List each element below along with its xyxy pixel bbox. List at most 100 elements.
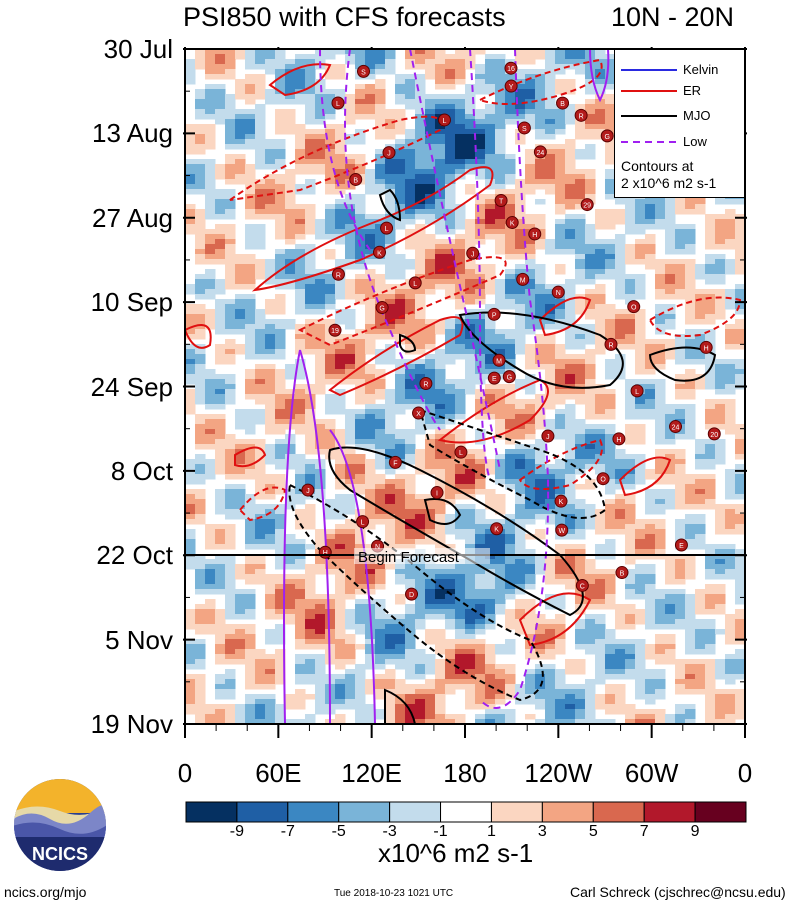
field-cell — [505, 289, 516, 295]
field-cell — [585, 594, 596, 600]
field-cell — [645, 524, 656, 530]
field-cell — [385, 439, 396, 445]
field-cell — [665, 489, 676, 495]
field-cell — [605, 244, 616, 250]
field-cell — [565, 104, 576, 110]
field-cell — [345, 434, 356, 440]
field-cell — [305, 504, 316, 510]
field-cell — [255, 264, 266, 270]
field-cell — [475, 239, 486, 245]
field-cell — [665, 349, 676, 355]
field-cell — [555, 129, 566, 135]
field-cell — [725, 569, 736, 575]
field-cell — [195, 174, 206, 180]
field-cell — [245, 134, 256, 140]
field-cell — [575, 384, 586, 390]
field-cell — [295, 604, 306, 610]
field-cell — [645, 209, 656, 215]
field-cell — [225, 94, 236, 100]
field-cell — [675, 209, 686, 215]
field-cell — [235, 419, 246, 425]
field-cell — [545, 289, 556, 295]
field-cell — [575, 354, 586, 360]
field-cell — [455, 334, 466, 340]
field-cell — [445, 59, 456, 65]
field-cell — [555, 414, 566, 420]
field-cell — [525, 294, 536, 300]
field-cell — [275, 54, 286, 60]
field-cell — [385, 124, 396, 130]
field-cell — [275, 414, 286, 420]
field-cell — [515, 324, 526, 330]
field-cell — [605, 324, 616, 330]
field-cell — [675, 384, 686, 390]
field-cell — [505, 284, 516, 290]
field-cell — [295, 554, 306, 560]
field-cell — [205, 139, 216, 145]
field-cell — [225, 389, 236, 395]
field-cell — [355, 259, 366, 265]
field-cell — [525, 309, 536, 315]
field-cell — [365, 99, 376, 105]
field-cell — [435, 94, 446, 100]
field-cell — [545, 184, 556, 190]
field-cell — [345, 429, 356, 435]
field-cell — [595, 604, 606, 610]
field-cell — [575, 309, 586, 315]
field-cell — [685, 294, 696, 300]
field-cell — [605, 594, 616, 600]
field-cell — [295, 129, 306, 135]
field-cell — [455, 139, 466, 145]
field-cell — [195, 309, 206, 315]
field-cell — [345, 114, 356, 120]
field-cell — [695, 514, 706, 520]
field-cell — [475, 124, 486, 130]
field-cell — [285, 74, 296, 80]
field-cell — [455, 604, 466, 610]
field-cell — [405, 339, 416, 345]
field-cell — [715, 254, 726, 260]
field-cell — [295, 614, 306, 620]
field-cell — [715, 424, 726, 430]
field-cell — [675, 259, 686, 265]
field-cell — [455, 239, 466, 245]
field-cell — [475, 144, 486, 150]
field-cell — [325, 514, 336, 520]
field-cell — [525, 284, 536, 290]
field-cell — [385, 304, 396, 310]
field-cell — [285, 199, 296, 205]
field-cell — [325, 594, 336, 600]
field-cell — [195, 114, 206, 120]
field-cell — [625, 424, 636, 430]
field-cell — [495, 64, 506, 70]
field-cell — [545, 514, 556, 520]
field-cell — [275, 584, 286, 590]
field-cell — [395, 154, 406, 160]
field-cell — [705, 374, 716, 380]
field-cell — [515, 329, 526, 335]
field-cell — [655, 399, 666, 405]
field-cell — [205, 269, 216, 275]
field-cell — [455, 519, 466, 525]
field-cell — [445, 279, 456, 285]
field-cell — [195, 209, 206, 215]
field-cell — [445, 229, 456, 235]
field-cell — [235, 154, 246, 160]
field-cell — [535, 474, 546, 480]
field-cell — [365, 254, 376, 260]
field-cell — [375, 394, 386, 400]
field-cell — [375, 234, 386, 240]
field-cell — [395, 194, 406, 200]
field-cell — [355, 489, 366, 495]
field-cell — [385, 314, 396, 320]
field-cell — [235, 594, 246, 600]
field-cell — [295, 219, 306, 225]
field-cell — [225, 494, 236, 500]
field-cell — [575, 569, 586, 575]
field-cell — [535, 74, 546, 80]
field-cell — [325, 364, 336, 370]
field-cell — [295, 519, 306, 525]
field-cell — [265, 404, 276, 410]
field-cell — [485, 329, 496, 335]
field-cell — [485, 334, 496, 340]
